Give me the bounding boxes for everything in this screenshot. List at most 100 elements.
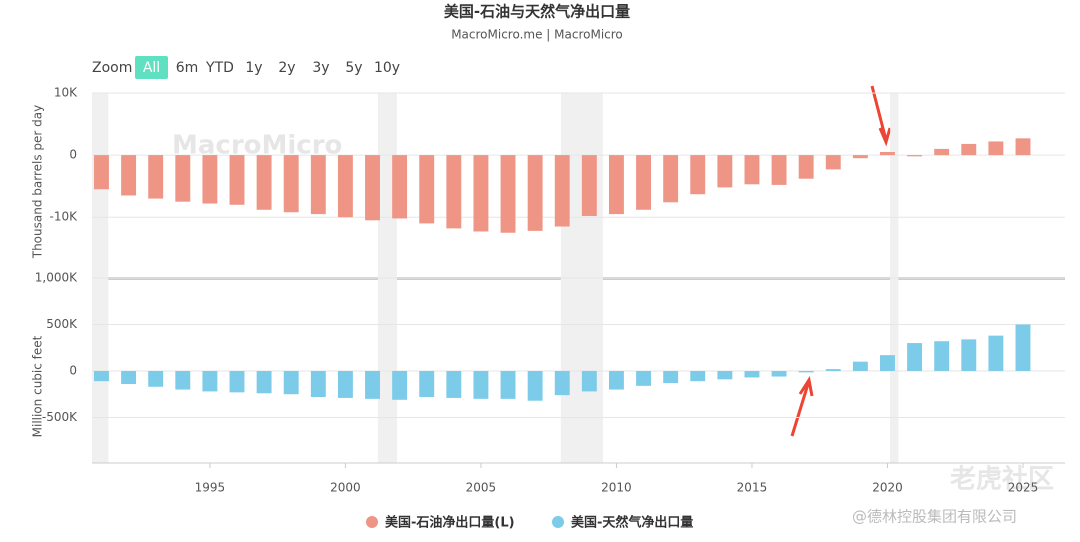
bar [852,361,868,371]
bar [934,148,950,156]
zoom-label: Zoom [92,60,132,76]
zoom-button[interactable]: 10y [374,60,400,76]
arrow [790,376,814,437]
bar [663,155,679,203]
bar [446,370,462,398]
bar [500,370,516,399]
bar [337,155,353,218]
zoom-button[interactable]: YTD [205,60,234,76]
x-tick-label: 2020 [872,481,903,495]
bar [256,155,272,210]
legend-dot [366,516,378,528]
bar [880,152,895,156]
zoom-button[interactable]: All [143,60,160,76]
bar [961,143,977,156]
zoom-button[interactable]: 6m [176,60,199,76]
bar [663,370,679,384]
bar [392,155,408,219]
chart-title: 美国-石油与天然气净出口量 [444,3,630,21]
bar [798,370,814,373]
bar [229,155,245,205]
bar [608,370,624,390]
bar [608,155,624,215]
bar [907,155,923,157]
bar [825,369,841,371]
watermark: @德林控股集团有限公司 [852,508,1017,526]
zoom-button[interactable]: 3y [312,60,329,76]
bar [1015,138,1031,156]
y-axis-title: Million cubic feet [31,335,45,437]
bar [554,155,570,227]
bar [148,155,164,199]
bar [337,370,353,398]
x-tick-label: 2000 [330,481,361,495]
layer [94,138,1031,401]
x-tick-label: 2010 [601,481,632,495]
y-tick-label: 1,000K [35,271,78,285]
bar [554,370,570,396]
bar [771,155,787,185]
bar [690,370,706,382]
bar [446,155,462,229]
bar [581,370,597,392]
y-tick-label: -10K [50,210,79,224]
bar [283,155,299,213]
x-tick-label: 2015 [737,481,768,495]
bar [310,370,326,397]
y-tick-label: 0 [69,148,77,162]
y-tick-label: -500K [42,410,78,424]
zoom-button-bg[interactable] [135,56,168,79]
y-tick-label: 10K [54,86,78,100]
bar [798,155,814,179]
bar [94,370,109,382]
y-tick-label: 500K [46,317,78,331]
legend-label: 美国-天然气净出口量 [571,515,693,531]
bar [636,155,652,210]
bar [581,155,597,216]
bar [744,370,760,378]
zoom-button[interactable]: 5y [345,60,362,76]
legend-dot [552,516,564,528]
bar [392,370,408,400]
zoom-button[interactable]: 2y [278,60,295,76]
bar [202,155,218,204]
y-axis-title: Thousand barrels per day [31,105,45,260]
bar [771,370,787,377]
bar [717,370,733,380]
bar [961,339,977,371]
x-tick-label: 1995 [195,481,226,495]
bar [175,155,191,202]
x-tick-label: 2005 [466,481,497,495]
bar [365,155,380,221]
bar [256,370,272,394]
bar [825,155,841,170]
bar [880,355,895,371]
bar [988,335,1004,371]
legend-item[interactable]: 美国-石油净出口量(L) [366,515,515,531]
zoom-button[interactable]: 1y [245,60,262,76]
bar [907,343,923,371]
legend-label: 美国-石油净出口量(L) [385,515,515,531]
x-tick-label: 2025 [1008,481,1039,495]
bar [121,370,137,384]
bar [94,155,109,190]
bar [229,370,245,393]
bar [365,370,380,399]
arrow [870,85,892,147]
bar [283,370,299,395]
y-tick-label: 0 [69,363,77,377]
bar [636,370,652,386]
bar [527,155,543,231]
bar [419,155,435,224]
bar [500,155,516,233]
bar [202,370,218,392]
legend-item[interactable]: 美国-天然气净出口量 [552,515,693,531]
chart-subtitle: MacroMicro.me | MacroMicro [451,28,623,42]
watermark: 老虎社区 [950,464,1054,495]
bar [934,341,950,371]
bar [744,155,760,185]
toolbar: Zoom All 6m YTD 1y 2y 3y 5y 10y [92,56,400,79]
bar [988,141,1004,156]
bar [527,370,543,401]
